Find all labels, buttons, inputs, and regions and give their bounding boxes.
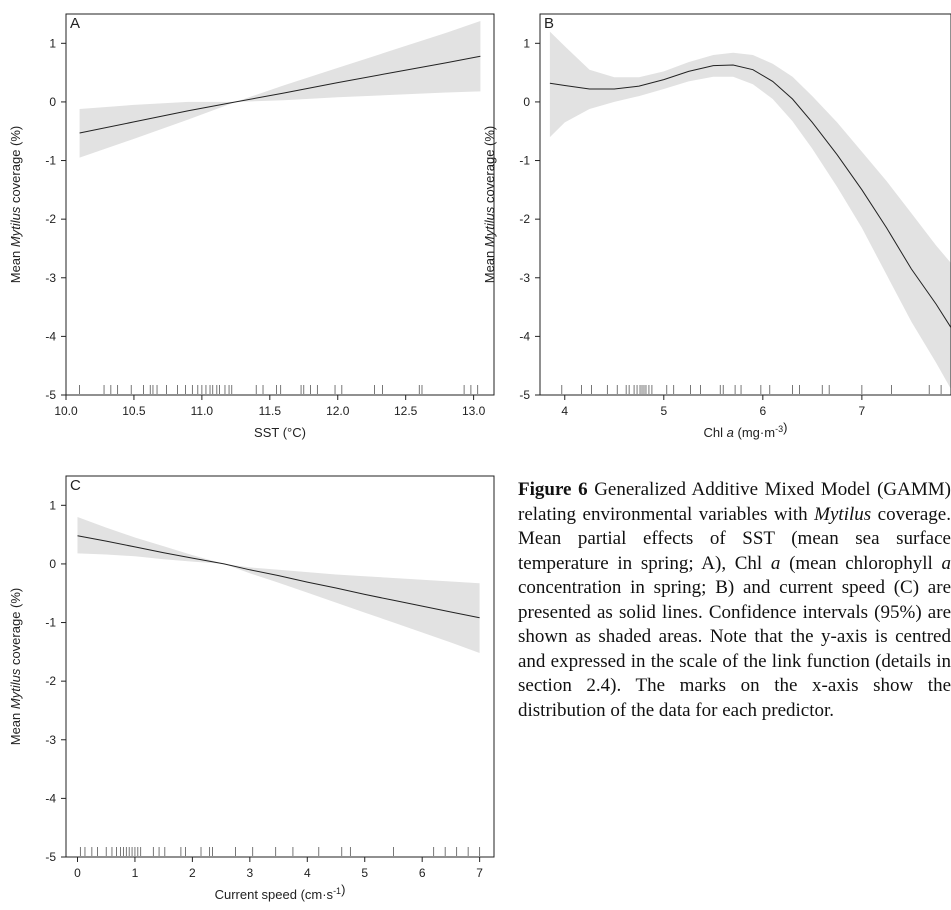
y-tick-label: -4 (45, 329, 56, 343)
y-tick-label: 1 (49, 498, 56, 512)
panel-letter: B (544, 15, 554, 32)
y-tick-label: -3 (45, 733, 56, 747)
y-tick-label: 0 (523, 95, 530, 109)
y-tick-label: -4 (45, 791, 56, 805)
x-tick-label: 6 (759, 404, 766, 418)
y-tick-label: 0 (49, 95, 56, 109)
y-axis-label: Mean Mytilus coverage (%) (8, 126, 23, 284)
x-tick-label: 12.0 (326, 404, 350, 418)
x-tick-label: 6 (419, 866, 426, 880)
x-tick-label: 12.5 (394, 404, 418, 418)
y-tick-label: 1 (49, 36, 56, 50)
x-tick-label: 11.5 (259, 404, 282, 418)
y-tick-label: -5 (45, 850, 56, 864)
x-axis-label: Chl a (mg·m-3) (704, 420, 788, 440)
x-tick-label: 7 (476, 866, 483, 880)
y-tick-label: 0 (49, 557, 56, 571)
y-tick-label: -1 (45, 154, 56, 168)
panel-letter: C (70, 477, 81, 494)
y-tick-label: 1 (523, 36, 530, 50)
confidence-band (79, 21, 481, 158)
plot-frame (65, 13, 495, 396)
x-tick-label: 3 (246, 866, 253, 880)
caption-label: Figure 6 (518, 479, 588, 500)
figure-caption: Figure 6 Generalized Additive Mixed Mode… (518, 478, 951, 723)
x-axis-label: SST (°C) (254, 425, 306, 440)
x-tick-label: 1 (132, 866, 139, 880)
y-tick-label: -2 (519, 212, 530, 226)
x-tick-label: 4 (304, 866, 311, 880)
y-axis-label: Mean Mytilus coverage (%) (482, 126, 497, 284)
x-tick-label: 5 (660, 404, 667, 418)
y-tick-label: -1 (519, 154, 530, 168)
fit-line (549, 64, 951, 328)
panel-b: B1 0 -1 -2 -3 -4 -5 4 5 6 7 Chl a (mg·m-3) Mean Myti… (482, 13, 951, 440)
caption-text: Generalized Additive Mixed Model (GAMM) … (518, 479, 951, 721)
fit-line (77, 535, 480, 619)
y-tick-label: -4 (519, 329, 530, 343)
y-tick-label: -2 (45, 674, 56, 688)
x-tick-label: 10.5 (122, 404, 146, 418)
panel-a: A1 0 -1 -2 -3 -4 -5 10.0 10.5 11.0 11.5 12.0 12.5 13.… (8, 13, 495, 440)
plot-frame (539, 13, 951, 396)
panel-letter: A (70, 15, 80, 32)
x-tick-label: 11.0 (191, 404, 214, 418)
x-axis-label: Current speed (cm·s-1) (215, 882, 346, 902)
y-tick-label: -2 (45, 212, 56, 226)
x-tick-label: 7 (859, 404, 866, 418)
confidence-band (77, 517, 480, 653)
x-tick-label: 4 (561, 404, 568, 418)
y-tick-label: -5 (519, 388, 530, 402)
y-tick-label: -3 (45, 271, 56, 285)
fit-line (79, 55, 481, 134)
x-tick-label: 13.0 (462, 404, 486, 418)
y-tick-label: -3 (519, 271, 530, 285)
x-tick-label: 0 (74, 866, 81, 880)
y-tick-label: -1 (45, 616, 56, 630)
x-tick-label: 5 (361, 866, 368, 880)
x-tick-label: 10.0 (54, 404, 78, 418)
plot-frame (65, 475, 495, 858)
confidence-band (549, 31, 951, 390)
y-tick-label: -5 (45, 388, 56, 402)
x-tick-label: 2 (189, 866, 196, 880)
y-axis-label: Mean Mytilus coverage (%) (8, 588, 23, 746)
